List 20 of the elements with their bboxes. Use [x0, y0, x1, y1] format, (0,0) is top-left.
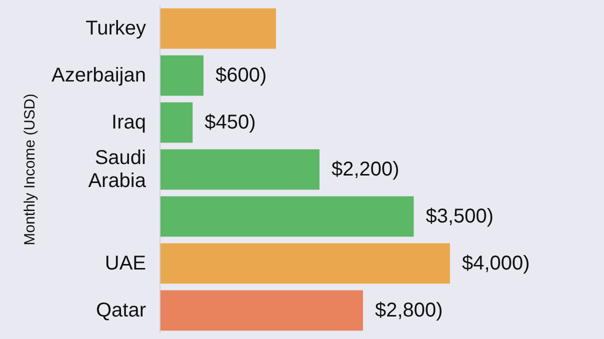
bar [160, 243, 450, 284]
y-axis-title: Monthly Income (USD) [22, 94, 38, 246]
data-label: $2,800) [375, 299, 443, 322]
y-tick-label: Iraq [112, 112, 146, 134]
data-label: $600) [216, 64, 267, 87]
data-label: $450) [204, 112, 256, 134]
data-label: $3,500) [426, 205, 494, 228]
y-tick-label: Saudi Arabia [88, 147, 147, 192]
bar [160, 102, 193, 143]
y-tick-label: UAE [104, 252, 146, 274]
bar [160, 196, 414, 237]
data-label: $4,000) [462, 252, 530, 274]
bar [160, 8, 276, 49]
data-label: $2,200) [332, 158, 400, 180]
y-tick-label: Azerbaijan [51, 64, 146, 87]
bar [160, 149, 320, 190]
y-tick-label: Turkey [86, 18, 146, 40]
bar [160, 55, 204, 96]
bar [160, 290, 363, 331]
y-tick-label: Qatar [96, 299, 146, 322]
